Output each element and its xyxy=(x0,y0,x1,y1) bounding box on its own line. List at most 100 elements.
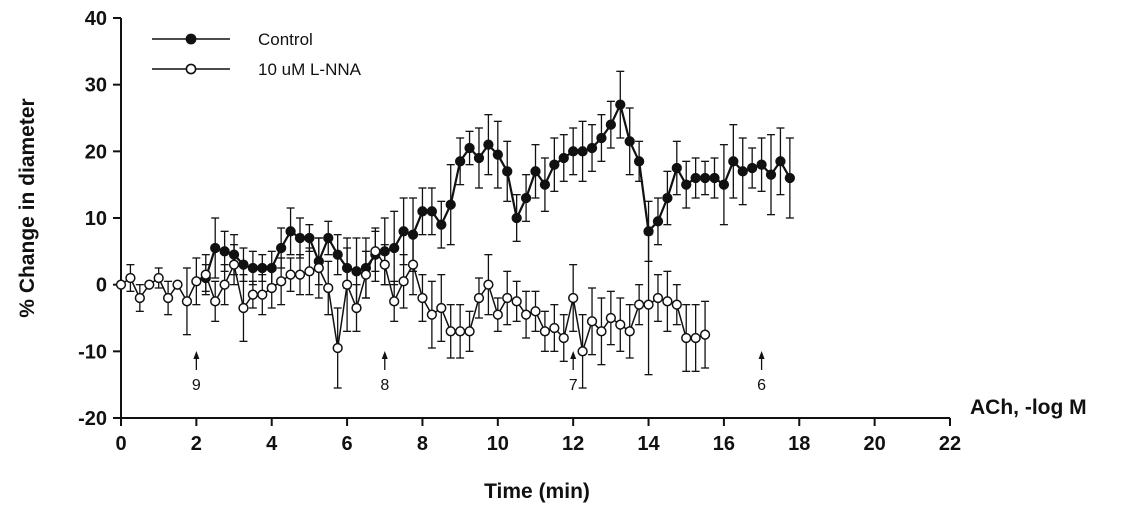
marker-label: 8 xyxy=(380,377,389,394)
legend-control-marker xyxy=(185,33,197,45)
point-lnna xyxy=(304,266,315,277)
point-lnna xyxy=(153,272,164,284)
point-lnna xyxy=(502,292,513,304)
x-axis-title: Time (min) xyxy=(484,480,590,503)
legend-lnna-label: 10 uM L-NNA xyxy=(258,60,362,79)
point-lnna xyxy=(417,292,428,304)
point-lnna xyxy=(681,332,692,344)
point-lnna xyxy=(275,276,287,287)
point-control xyxy=(709,172,720,184)
x-tick-label: 10 xyxy=(487,433,509,455)
point-control xyxy=(389,242,400,254)
point-control xyxy=(275,242,287,254)
point-control xyxy=(247,262,259,274)
point-control xyxy=(238,259,249,270)
point-lnna xyxy=(389,296,400,307)
marker-label: 6 xyxy=(757,377,766,394)
point-control xyxy=(615,99,626,110)
point-lnna xyxy=(671,299,682,310)
point-control xyxy=(596,132,607,144)
x-tick-label: 14 xyxy=(637,433,660,455)
marker-arrow-head xyxy=(381,351,388,359)
point-control xyxy=(464,142,475,154)
point-lnna xyxy=(332,342,343,354)
point-control xyxy=(417,206,428,217)
legend: Control 10 uM L-NNA xyxy=(152,30,362,79)
point-lnna xyxy=(568,292,579,304)
point-control xyxy=(728,156,739,167)
point-lnna xyxy=(313,262,324,274)
point-lnna xyxy=(172,279,183,290)
point-lnna xyxy=(586,316,598,327)
x-tick-label: 22 xyxy=(939,433,961,455)
x-tick-label: 2 xyxy=(191,433,202,455)
point-lnna xyxy=(454,326,466,337)
point-control xyxy=(454,156,466,167)
point-lnna xyxy=(605,312,617,324)
concentration-markers: 9 8 7 6 xyxy=(192,351,766,394)
point-lnna xyxy=(257,289,268,300)
y-tick-label: 10 xyxy=(85,208,107,230)
x-tick-label: 6 xyxy=(342,433,353,455)
point-control xyxy=(586,142,598,154)
point-lnna xyxy=(191,276,202,287)
point-control xyxy=(681,179,692,190)
point-control xyxy=(699,172,711,184)
point-lnna xyxy=(125,272,136,284)
point-lnna xyxy=(210,296,221,307)
y-tick-label: 30 xyxy=(85,75,107,97)
point-lnna xyxy=(360,269,372,280)
point-lnna xyxy=(134,292,145,304)
point-control xyxy=(332,249,343,260)
point-lnna xyxy=(699,329,711,340)
point-lnna xyxy=(323,282,334,294)
point-lnna xyxy=(370,246,381,257)
point-control xyxy=(568,146,579,157)
point-lnna xyxy=(464,326,475,337)
y-tick-label: 40 xyxy=(85,8,107,30)
point-control xyxy=(436,219,447,230)
point-control xyxy=(511,212,522,224)
point-control xyxy=(549,159,560,170)
point-control xyxy=(502,166,513,177)
marker-arrow-head xyxy=(758,351,765,359)
point-lnna xyxy=(247,289,259,300)
point-control xyxy=(530,166,541,177)
point-control xyxy=(633,156,645,167)
point-control xyxy=(756,159,767,170)
point-control xyxy=(577,146,588,157)
point-control xyxy=(662,192,673,204)
point-lnna xyxy=(624,326,635,337)
point-lnna xyxy=(520,309,532,320)
point-lnna xyxy=(144,279,155,290)
point-control xyxy=(784,172,796,184)
point-lnna xyxy=(379,259,390,270)
point-lnna xyxy=(643,299,654,310)
point-lnna xyxy=(577,346,588,357)
point-lnna xyxy=(539,326,551,337)
point-lnna xyxy=(115,279,127,290)
point-lnna xyxy=(294,269,306,280)
y-tick-label: 0 xyxy=(96,275,107,297)
series-layer xyxy=(115,70,796,389)
point-lnna xyxy=(407,259,419,270)
point-control xyxy=(285,226,296,237)
point-control xyxy=(210,242,221,254)
point-lnna xyxy=(483,279,494,290)
x-tick-label: 12 xyxy=(562,433,584,455)
point-lnna xyxy=(238,302,249,314)
point-control xyxy=(718,179,730,190)
point-control xyxy=(671,162,682,174)
point-lnna xyxy=(492,309,503,320)
x-tick-label: 8 xyxy=(417,433,428,455)
point-control xyxy=(398,226,409,237)
point-control xyxy=(323,232,334,244)
point-lnna xyxy=(633,299,645,310)
y-tick-label: -20 xyxy=(78,408,107,430)
marker-label: 9 xyxy=(192,377,201,394)
point-lnna xyxy=(426,309,438,320)
x-tick-label: 18 xyxy=(788,433,810,455)
point-control xyxy=(473,152,485,164)
point-lnna xyxy=(351,302,362,314)
ticks: -20 -10 0 10 20 30 40 0 2 4 6 8 10 12 14 16 18 20 22 xyxy=(78,8,961,455)
